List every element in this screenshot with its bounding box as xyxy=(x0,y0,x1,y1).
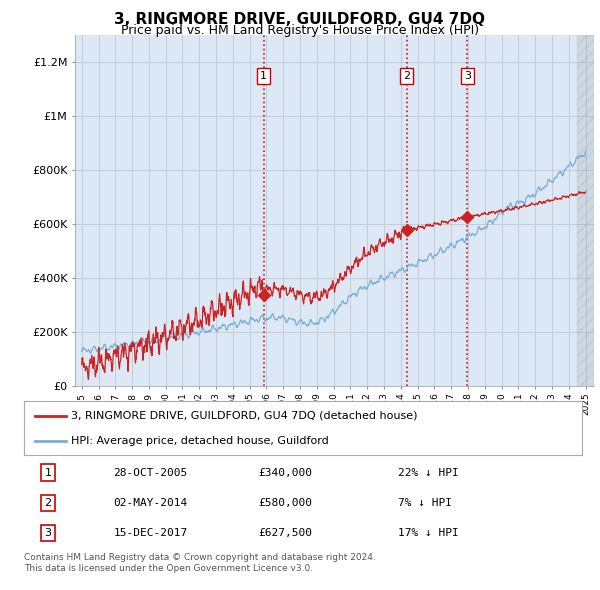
Text: 2: 2 xyxy=(403,71,410,81)
Text: 3: 3 xyxy=(464,71,471,81)
Bar xyxy=(577,35,594,386)
Text: 1: 1 xyxy=(44,468,52,478)
Text: 28-OCT-2005: 28-OCT-2005 xyxy=(113,468,188,478)
Text: 15-DEC-2017: 15-DEC-2017 xyxy=(113,528,188,538)
Text: 7% ↓ HPI: 7% ↓ HPI xyxy=(398,498,452,508)
Text: 22% ↓ HPI: 22% ↓ HPI xyxy=(398,468,458,478)
Text: Price paid vs. HM Land Registry's House Price Index (HPI): Price paid vs. HM Land Registry's House … xyxy=(121,24,479,37)
Text: 17% ↓ HPI: 17% ↓ HPI xyxy=(398,528,458,538)
Text: £340,000: £340,000 xyxy=(259,468,313,478)
Text: £580,000: £580,000 xyxy=(259,498,313,508)
Text: 3, RINGMORE DRIVE, GUILDFORD, GU4 7DQ: 3, RINGMORE DRIVE, GUILDFORD, GU4 7DQ xyxy=(115,12,485,27)
Text: 2: 2 xyxy=(44,498,52,508)
Text: HPI: Average price, detached house, Guildford: HPI: Average price, detached house, Guil… xyxy=(71,436,329,446)
Text: £627,500: £627,500 xyxy=(259,528,313,538)
Text: Contains HM Land Registry data © Crown copyright and database right 2024.
This d: Contains HM Land Registry data © Crown c… xyxy=(24,553,376,573)
Text: 02-MAY-2014: 02-MAY-2014 xyxy=(113,498,188,508)
Text: 1: 1 xyxy=(260,71,267,81)
Text: 3, RINGMORE DRIVE, GUILDFORD, GU4 7DQ (detached house): 3, RINGMORE DRIVE, GUILDFORD, GU4 7DQ (d… xyxy=(71,411,418,421)
Text: 3: 3 xyxy=(44,528,52,538)
